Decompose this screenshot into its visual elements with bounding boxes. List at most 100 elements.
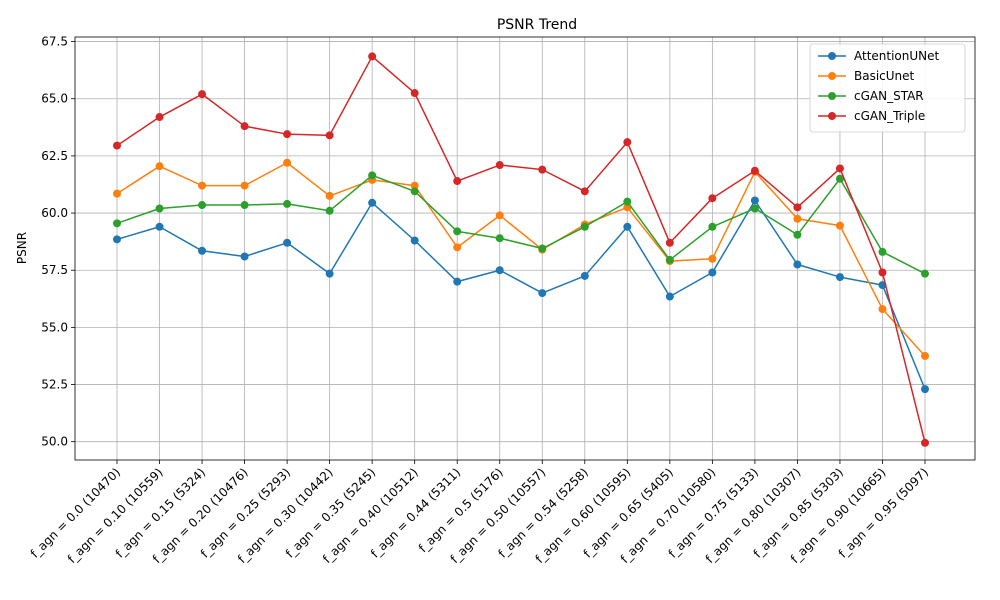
legend-swatch-marker bbox=[828, 92, 836, 100]
data-point-AttentionUNet bbox=[793, 260, 802, 269]
data-point-cGAN_STAR bbox=[240, 201, 249, 210]
data-point-BasicUnet bbox=[283, 158, 292, 167]
data-point-cGAN_Triple bbox=[921, 438, 929, 447]
data-point-AttentionUNet bbox=[538, 289, 547, 298]
data-point-AttentionUNet bbox=[580, 271, 589, 280]
data-point-cGAN_Triple bbox=[453, 177, 462, 186]
data-point-BasicUnet bbox=[453, 243, 462, 252]
data-point-cGAN_STAR bbox=[623, 197, 632, 206]
data-point-cGAN_STAR bbox=[921, 269, 929, 278]
data-point-BasicUnet bbox=[921, 351, 929, 360]
data-point-cGAN_STAR bbox=[580, 222, 589, 231]
data-point-AttentionUNet bbox=[368, 198, 377, 207]
data-point-cGAN_STAR bbox=[113, 219, 121, 228]
data-point-BasicUnet bbox=[325, 191, 334, 200]
data-point-cGAN_Triple bbox=[878, 268, 887, 277]
data-point-BasicUnet bbox=[835, 221, 844, 230]
data-point-AttentionUNet bbox=[283, 238, 292, 247]
legend-swatch-marker bbox=[828, 72, 836, 80]
data-point-BasicUnet bbox=[240, 181, 249, 190]
data-point-AttentionUNet bbox=[325, 269, 334, 278]
data-point-cGAN_Triple bbox=[580, 187, 589, 196]
data-point-BasicUnet bbox=[878, 305, 887, 314]
data-point-cGAN_Triple bbox=[750, 166, 759, 175]
data-point-BasicUnet bbox=[410, 181, 419, 190]
data-point-BasicUnet bbox=[198, 181, 207, 190]
data-point-cGAN_STAR bbox=[750, 204, 759, 213]
data-point-cGAN_STAR bbox=[155, 204, 164, 213]
data-point-cGAN_Triple bbox=[665, 238, 674, 247]
y-tick-label: 50.0 bbox=[41, 435, 68, 449]
data-point-BasicUnet bbox=[155, 162, 164, 171]
data-point-AttentionUNet bbox=[708, 268, 717, 277]
data-point-cGAN_STAR bbox=[325, 206, 334, 215]
data-point-AttentionUNet bbox=[835, 273, 844, 282]
legend-label: cGAN_Triple bbox=[854, 109, 925, 123]
data-point-cGAN_STAR bbox=[708, 222, 717, 231]
series-lines bbox=[113, 52, 929, 447]
plot-frame bbox=[74, 36, 976, 461]
data-point-cGAN_STAR bbox=[368, 171, 377, 180]
data-point-cGAN_Triple bbox=[240, 122, 249, 131]
series-line-BasicUnet bbox=[116, 162, 926, 357]
y-tick-label: 62.5 bbox=[41, 149, 68, 163]
data-point-cGAN_STAR bbox=[665, 255, 674, 264]
y-tick-label: 60.0 bbox=[41, 206, 68, 220]
data-point-BasicUnet bbox=[708, 254, 717, 263]
data-point-BasicUnet bbox=[793, 214, 802, 223]
data-point-AttentionUNet bbox=[623, 222, 632, 231]
data-point-AttentionUNet bbox=[155, 222, 164, 231]
data-point-cGAN_Triple bbox=[495, 161, 504, 170]
legend: AttentionUNet BasicUnet cGAN_STAR cGAN_Trip… bbox=[809, 43, 966, 133]
data-point-cGAN_Triple bbox=[113, 141, 121, 150]
data-point-cGAN_Triple bbox=[708, 194, 717, 203]
data-point-AttentionUNet bbox=[410, 236, 419, 245]
data-point-BasicUnet bbox=[495, 211, 504, 220]
data-point-AttentionUNet bbox=[665, 292, 674, 301]
data-point-AttentionUNet bbox=[240, 252, 249, 261]
data-point-cGAN_Triple bbox=[325, 131, 334, 140]
legend-label: BasicUnet bbox=[854, 69, 915, 83]
data-point-AttentionUNet bbox=[495, 266, 504, 275]
data-point-cGAN_Triple bbox=[283, 130, 292, 139]
data-point-AttentionUNet bbox=[198, 246, 207, 255]
series-line-AttentionUNet bbox=[116, 199, 926, 390]
data-point-cGAN_Triple bbox=[198, 90, 207, 99]
y-tick-label: 67.5 bbox=[41, 35, 68, 49]
data-point-BasicUnet bbox=[113, 189, 121, 198]
data-point-AttentionUNet bbox=[453, 277, 462, 286]
data-point-cGAN_Triple bbox=[793, 203, 802, 212]
data-point-cGAN_Triple bbox=[835, 164, 844, 173]
data-point-AttentionUNet bbox=[113, 235, 121, 244]
data-point-cGAN_STAR bbox=[793, 230, 802, 239]
data-point-cGAN_Triple bbox=[155, 113, 164, 122]
data-point-cGAN_Triple bbox=[410, 89, 419, 98]
y-tick-label: 65.0 bbox=[41, 92, 68, 106]
legend-swatch-marker bbox=[828, 112, 836, 120]
data-point-AttentionUNet bbox=[750, 196, 759, 205]
data-point-cGAN_STAR bbox=[878, 247, 887, 256]
series-line-cGAN_Triple bbox=[116, 55, 926, 444]
data-point-cGAN_STAR bbox=[410, 187, 419, 196]
y-tick-label: 57.5 bbox=[41, 263, 68, 277]
data-point-cGAN_Triple bbox=[368, 52, 377, 61]
legend-swatch-marker bbox=[828, 52, 836, 60]
data-point-cGAN_STAR bbox=[283, 199, 292, 208]
chart-title: PSNR Trend bbox=[497, 17, 577, 33]
data-point-cGAN_STAR bbox=[538, 244, 547, 253]
data-point-cGAN_STAR bbox=[835, 174, 844, 183]
data-point-cGAN_STAR bbox=[198, 201, 207, 210]
data-point-cGAN_Triple bbox=[623, 138, 632, 147]
data-point-cGAN_STAR bbox=[453, 227, 462, 236]
data-point-cGAN_STAR bbox=[495, 234, 504, 243]
data-point-cGAN_Triple bbox=[538, 165, 547, 174]
y-axis-label: PSNR bbox=[15, 232, 29, 264]
y-tick-label: 55.0 bbox=[41, 320, 68, 334]
legend-label: cGAN_STAR bbox=[854, 89, 924, 103]
grid bbox=[75, 37, 975, 460]
legend-label: AttentionUNet bbox=[854, 49, 940, 63]
data-point-AttentionUNet bbox=[921, 385, 929, 394]
legend-box bbox=[809, 43, 966, 133]
series-line-cGAN_STAR bbox=[116, 174, 926, 275]
